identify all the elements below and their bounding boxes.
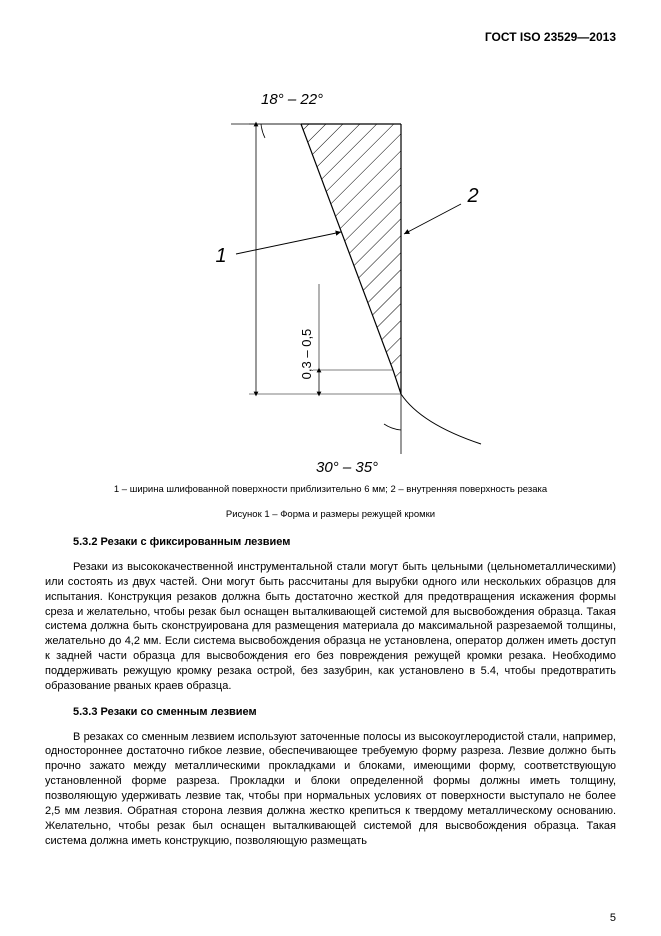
section-5-3-3-body: В резаках со сменным лезвием используют … [45, 730, 616, 849]
section-5-3-2-body: Резаки из высококачественной инструмента… [45, 560, 616, 694]
callout-2: 2 [466, 185, 478, 207]
figure-caption: Рисунок 1 – Форма и размеры режущей кром… [45, 509, 616, 520]
figure-legend: 1 – ширина шлифованной поверхности прибл… [45, 484, 616, 495]
callout-1: 1 [215, 245, 226, 267]
bottom-angle-label: 30° – 35° [316, 459, 378, 476]
cutting-edge-diagram: 18° – 22° 30° – 35° 0,3 – 0,5 1 2 [141, 54, 521, 484]
document-header: ГОСТ ISO 23529—2013 [45, 30, 616, 44]
bevel-dimension-label: 0,3 – 0,5 [299, 329, 314, 380]
figure-1: 18° – 22° 30° – 35° 0,3 – 0,5 1 2 [45, 54, 616, 484]
top-angle-label: 18° – 22° [261, 91, 323, 108]
page-number: 5 [610, 912, 616, 924]
section-5-3-2-heading: 5.3.2 Резаки с фиксированным лезвием [45, 536, 616, 548]
page: ГОСТ ISO 23529—2013 [0, 0, 661, 936]
section-5-3-3-heading: 5.3.3 Резаки со сменным лезвием [45, 706, 616, 718]
